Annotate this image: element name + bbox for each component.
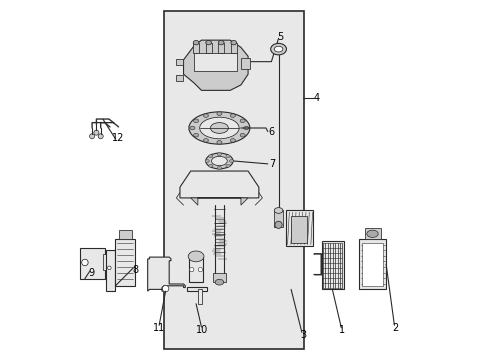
Bar <box>176 59 183 64</box>
Bar <box>198 289 202 304</box>
Ellipse shape <box>204 159 209 162</box>
Bar <box>241 58 249 69</box>
Ellipse shape <box>217 166 221 169</box>
Ellipse shape <box>189 267 194 272</box>
Ellipse shape <box>217 140 222 144</box>
Ellipse shape <box>193 41 199 45</box>
Ellipse shape <box>162 285 168 292</box>
Bar <box>364 228 380 239</box>
Bar <box>274 211 282 226</box>
Ellipse shape <box>270 43 286 55</box>
Ellipse shape <box>230 114 235 117</box>
Ellipse shape <box>225 155 230 158</box>
Ellipse shape <box>274 221 282 228</box>
Ellipse shape <box>198 267 202 272</box>
Ellipse shape <box>215 279 223 285</box>
Text: 7: 7 <box>269 159 275 169</box>
Ellipse shape <box>217 153 221 156</box>
Polygon shape <box>284 228 305 289</box>
Ellipse shape <box>89 134 94 139</box>
Ellipse shape <box>193 119 198 123</box>
Ellipse shape <box>203 177 235 190</box>
Text: 1: 1 <box>339 325 345 335</box>
Bar <box>290 216 306 243</box>
Bar <box>321 241 343 289</box>
Ellipse shape <box>230 41 236 45</box>
Ellipse shape <box>94 130 99 135</box>
Polygon shape <box>147 257 185 291</box>
Ellipse shape <box>240 119 244 123</box>
Bar <box>106 250 115 291</box>
Bar <box>212 273 225 282</box>
Ellipse shape <box>230 139 235 142</box>
Bar <box>119 230 131 239</box>
Polygon shape <box>313 253 321 275</box>
Ellipse shape <box>81 259 88 266</box>
Bar <box>205 42 211 53</box>
Ellipse shape <box>199 117 239 139</box>
Polygon shape <box>190 198 247 205</box>
Bar <box>230 42 236 53</box>
Bar <box>193 42 199 53</box>
Bar <box>218 42 224 53</box>
Ellipse shape <box>274 46 282 52</box>
Ellipse shape <box>203 114 208 117</box>
Ellipse shape <box>193 134 198 137</box>
Polygon shape <box>180 171 258 198</box>
Ellipse shape <box>211 156 227 166</box>
Ellipse shape <box>210 123 228 134</box>
Polygon shape <box>183 40 247 90</box>
Ellipse shape <box>203 139 208 142</box>
Text: 5: 5 <box>277 32 283 42</box>
Bar <box>80 248 104 279</box>
Ellipse shape <box>194 173 244 194</box>
Bar <box>102 253 106 270</box>
Ellipse shape <box>218 41 224 45</box>
Bar <box>285 211 312 246</box>
Text: 2: 2 <box>392 323 398 333</box>
Bar <box>359 239 386 289</box>
Ellipse shape <box>366 230 378 237</box>
Ellipse shape <box>225 165 230 167</box>
Text: 11: 11 <box>153 323 165 333</box>
Bar <box>163 12 303 348</box>
Ellipse shape <box>205 41 211 45</box>
Ellipse shape <box>205 153 233 169</box>
Text: 10: 10 <box>196 325 208 334</box>
Ellipse shape <box>240 134 244 137</box>
Text: 3: 3 <box>299 330 305 340</box>
Ellipse shape <box>274 208 282 213</box>
Ellipse shape <box>217 112 222 116</box>
Ellipse shape <box>188 251 203 262</box>
Bar <box>176 75 183 81</box>
Bar <box>362 243 383 286</box>
Ellipse shape <box>244 126 248 130</box>
Ellipse shape <box>188 112 249 144</box>
Text: 6: 6 <box>268 127 274 136</box>
Bar <box>187 287 206 291</box>
Ellipse shape <box>190 126 195 130</box>
Ellipse shape <box>208 155 212 158</box>
Bar <box>188 257 203 282</box>
Text: 12: 12 <box>111 133 124 143</box>
Text: 8: 8 <box>132 265 138 275</box>
Ellipse shape <box>229 159 233 162</box>
Ellipse shape <box>98 134 103 139</box>
Text: 9: 9 <box>88 268 94 278</box>
Text: 4: 4 <box>312 93 319 103</box>
Polygon shape <box>194 53 237 71</box>
Ellipse shape <box>107 266 111 270</box>
Bar <box>115 239 135 286</box>
Ellipse shape <box>208 165 212 167</box>
